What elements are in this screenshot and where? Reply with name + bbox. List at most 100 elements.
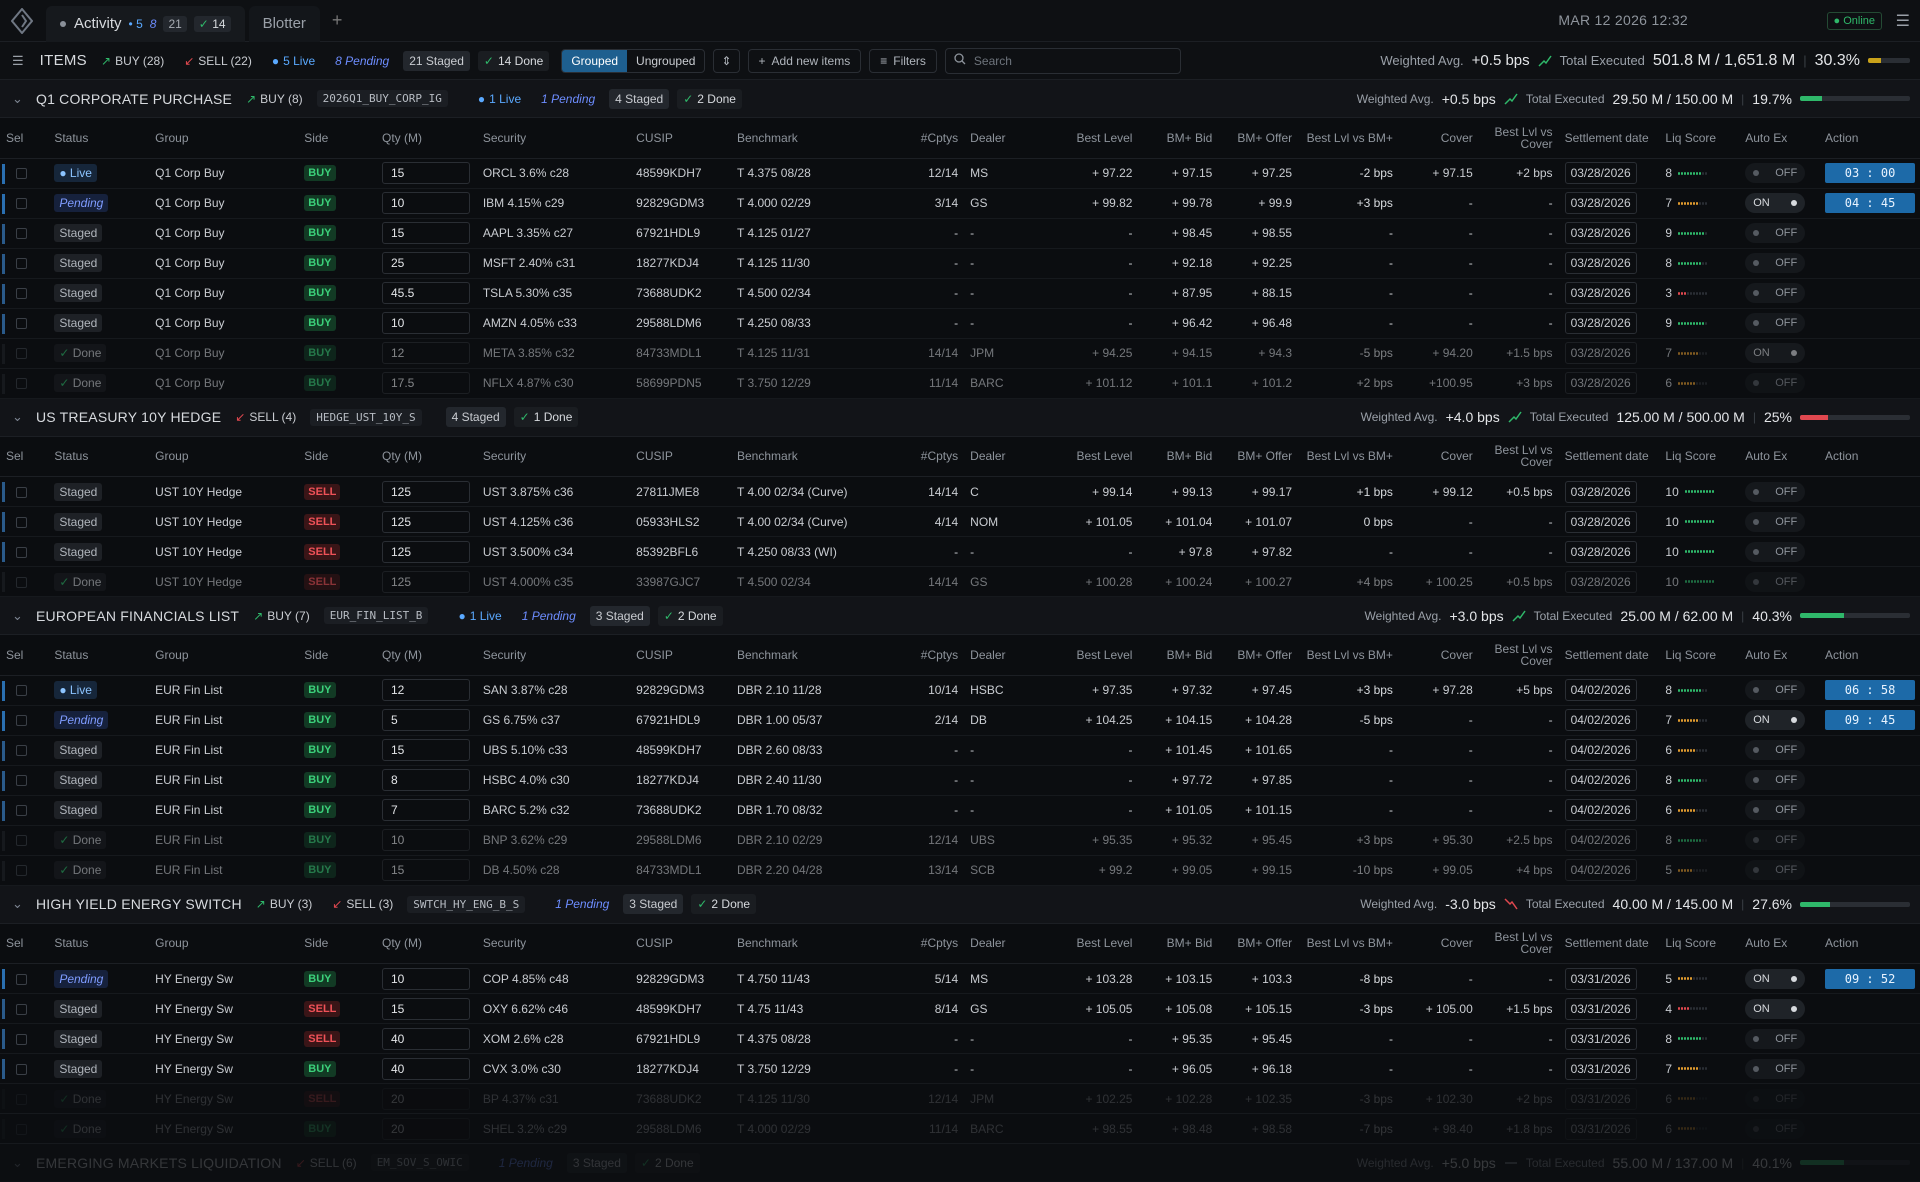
table-row[interactable]: Staged UST 10Y Hedge SELL 125 UST 4.125% c36… xyxy=(0,506,1920,537)
column-header[interactable]: Cover xyxy=(1398,635,1479,676)
action-timer-button[interactable]: 03 : 00 xyxy=(1825,163,1916,183)
row-checkbox[interactable] xyxy=(16,715,27,727)
settlement-date-field[interactable]: 03/28/2026 xyxy=(1564,282,1637,304)
auto-ex-toggle[interactable]: OFF xyxy=(1745,283,1806,303)
column-header[interactable]: CUSIP xyxy=(630,436,731,477)
quantity-input[interactable]: 15 xyxy=(382,162,470,184)
column-header[interactable]: Cover xyxy=(1398,923,1479,964)
settlement-date-field[interactable]: 03/31/2026 xyxy=(1564,1087,1637,1110)
table-row[interactable]: ✓ Done UST 10Y Hedge SELL 125 UST 4.000% c35… xyxy=(0,566,1920,597)
settlement-date-field[interactable]: 03/31/2026 xyxy=(1564,1027,1637,1050)
table-row[interactable]: Staged HY Energy Sw SELL 40 XOM 2.6% c28 6792… xyxy=(0,1023,1920,1054)
column-header[interactable]: Side xyxy=(298,635,376,676)
menu-icon[interactable]: ☰ xyxy=(1895,13,1910,30)
column-header[interactable]: Status xyxy=(48,923,150,964)
quantity-input[interactable]: 15 xyxy=(382,997,470,1020)
auto-ex-toggle[interactable]: OFF xyxy=(1745,1058,1806,1079)
column-header[interactable]: BM+ Offer xyxy=(1218,118,1299,159)
settlement-date-field[interactable]: 03/28/2026 xyxy=(1564,312,1637,334)
action-timer-button[interactable]: 06 : 58 xyxy=(1825,680,1916,700)
column-header[interactable]: Group xyxy=(149,923,299,964)
settlement-date-field[interactable]: 03/28/2026 xyxy=(1564,222,1637,244)
column-header[interactable]: Status xyxy=(48,635,150,676)
table-row[interactable]: Staged Q1 Corp Buy BUY 45.5 TSLA 5.30% c35 73… xyxy=(0,278,1920,309)
quantity-input[interactable]: 12 xyxy=(382,679,470,701)
auto-ex-toggle[interactable]: ON xyxy=(1745,968,1806,989)
column-header[interactable]: Best Level xyxy=(1043,923,1139,964)
row-checkbox[interactable] xyxy=(16,1003,27,1015)
column-header[interactable]: Action xyxy=(1819,635,1920,676)
filters-button[interactable]: ≡ Filters xyxy=(869,48,937,73)
column-header[interactable]: Settlement date xyxy=(1558,635,1660,676)
table-row[interactable]: Pending Q1 Corp Buy BUY 10 IBM 4.15% c29 9282… xyxy=(0,188,1920,219)
column-header[interactable]: Dealer xyxy=(964,118,1044,159)
table-row[interactable]: Pending HY Energy Sw BUY 10 COP 4.85% c48 928… xyxy=(0,963,1920,994)
column-header[interactable]: Best Level xyxy=(1043,118,1139,159)
column-header[interactable]: Cover xyxy=(1398,436,1479,477)
settlement-date-field[interactable]: 03/28/2026 xyxy=(1564,372,1637,394)
table-row[interactable]: Staged Q1 Corp Buy BUY 15 AAPL 3.35% c27 6792… xyxy=(0,218,1920,249)
column-header[interactable]: Cover xyxy=(1398,118,1479,159)
settlement-date-field[interactable]: 03/28/2026 xyxy=(1564,540,1637,563)
grouped-button[interactable]: Grouped xyxy=(562,49,628,72)
settlement-date-field[interactable]: 03/28/2026 xyxy=(1564,162,1637,184)
chevron-down-icon[interactable]: ⌄ xyxy=(12,409,23,424)
auto-ex-toggle[interactable]: ON xyxy=(1745,710,1806,730)
row-checkbox[interactable] xyxy=(16,348,27,360)
auto-ex-toggle[interactable]: OFF xyxy=(1745,740,1806,760)
table-row[interactable]: ● Live EUR Fin List BUY 12 SAN 3.87% c28 9282… xyxy=(0,675,1920,706)
column-header[interactable]: Security xyxy=(476,436,631,477)
column-header[interactable]: BM+ Offer xyxy=(1218,635,1299,676)
column-header[interactable]: Liq Score xyxy=(1659,923,1740,964)
quantity-input[interactable]: 125 xyxy=(382,540,470,563)
list-icon[interactable]: ☰ xyxy=(12,52,24,68)
buy-filter-chip[interactable]: ↗ BUY (28) xyxy=(101,53,165,68)
action-timer-button[interactable]: 09 : 45 xyxy=(1825,710,1916,730)
ungrouped-button[interactable]: Ungrouped xyxy=(636,53,696,68)
column-header[interactable]: #Cptys xyxy=(884,635,965,676)
quantity-input[interactable]: 25 xyxy=(382,252,470,274)
auto-ex-toggle[interactable]: OFF xyxy=(1745,481,1806,502)
quantity-input[interactable]: 12 xyxy=(382,342,470,364)
column-header[interactable]: BM+ Offer xyxy=(1218,923,1299,964)
settlement-date-field[interactable]: 04/02/2026 xyxy=(1564,739,1637,761)
done-filter-chip[interactable]: ✓ 14 Done xyxy=(477,50,550,71)
column-header[interactable]: CUSIP xyxy=(630,118,731,159)
row-checkbox[interactable] xyxy=(16,745,27,757)
row-checkbox[interactable] xyxy=(16,516,27,528)
table-row[interactable]: ✓ Done HY Energy Sw SELL 20 BP 4.37% c31 7368… xyxy=(0,1083,1920,1114)
auto-ex-toggle[interactable]: OFF xyxy=(1745,313,1806,333)
column-header[interactable]: CUSIP xyxy=(630,635,731,676)
column-header[interactable]: Best Lvl vs Cover xyxy=(1478,635,1559,676)
auto-ex-toggle[interactable]: OFF xyxy=(1745,770,1806,790)
column-header[interactable]: Best Lvl vs BM+ xyxy=(1298,118,1399,159)
quantity-input[interactable]: 10 xyxy=(382,967,470,990)
column-header[interactable]: CUSIP xyxy=(630,923,731,964)
table-row[interactable]: Staged EUR Fin List BUY 8 HSBC 4.0% c30 18277… xyxy=(0,765,1920,796)
auto-ex-toggle[interactable]: OFF xyxy=(1745,1088,1806,1109)
chevron-down-icon[interactable]: ⌄ xyxy=(12,90,23,106)
table-row[interactable]: ● Live Q1 Corp Buy BUY 15 ORCL 3.6% c28 48599… xyxy=(0,158,1920,189)
settlement-date-field[interactable]: 04/02/2026 xyxy=(1564,829,1637,851)
row-checkbox[interactable] xyxy=(16,486,27,498)
column-header[interactable]: Liq Score xyxy=(1659,118,1740,159)
settlement-date-field[interactable]: 03/28/2026 xyxy=(1564,192,1637,214)
column-header[interactable]: Benchmark xyxy=(731,635,885,676)
row-checkbox[interactable] xyxy=(16,318,27,330)
settlement-date-field[interactable]: 03/28/2026 xyxy=(1564,342,1637,364)
settlement-date-field[interactable]: 03/28/2026 xyxy=(1564,510,1637,533)
quantity-input[interactable]: 5 xyxy=(382,709,470,731)
column-header[interactable]: Benchmark xyxy=(731,923,885,964)
staged-filter-chip[interactable]: 21 Staged xyxy=(403,50,470,71)
row-checkbox[interactable] xyxy=(16,805,27,817)
column-header[interactable]: BM+ Bid xyxy=(1138,923,1219,964)
row-checkbox[interactable] xyxy=(16,546,27,558)
table-row[interactable]: Staged HY Energy Sw SELL 15 OXY 6.62% c46 485… xyxy=(0,993,1920,1024)
auto-ex-toggle[interactable]: OFF xyxy=(1745,253,1806,273)
pending-filter-chip[interactable]: 8 Pending xyxy=(335,53,390,68)
table-row[interactable]: ✓ Done Q1 Corp Buy BUY 17.5 NFLX 4.87% c30 58… xyxy=(0,368,1920,399)
column-header[interactable]: Sel xyxy=(0,923,49,964)
quantity-input[interactable]: 8 xyxy=(382,769,470,791)
row-checkbox[interactable] xyxy=(16,198,27,210)
collapse-all-button[interactable]: ⇕ xyxy=(713,48,740,73)
